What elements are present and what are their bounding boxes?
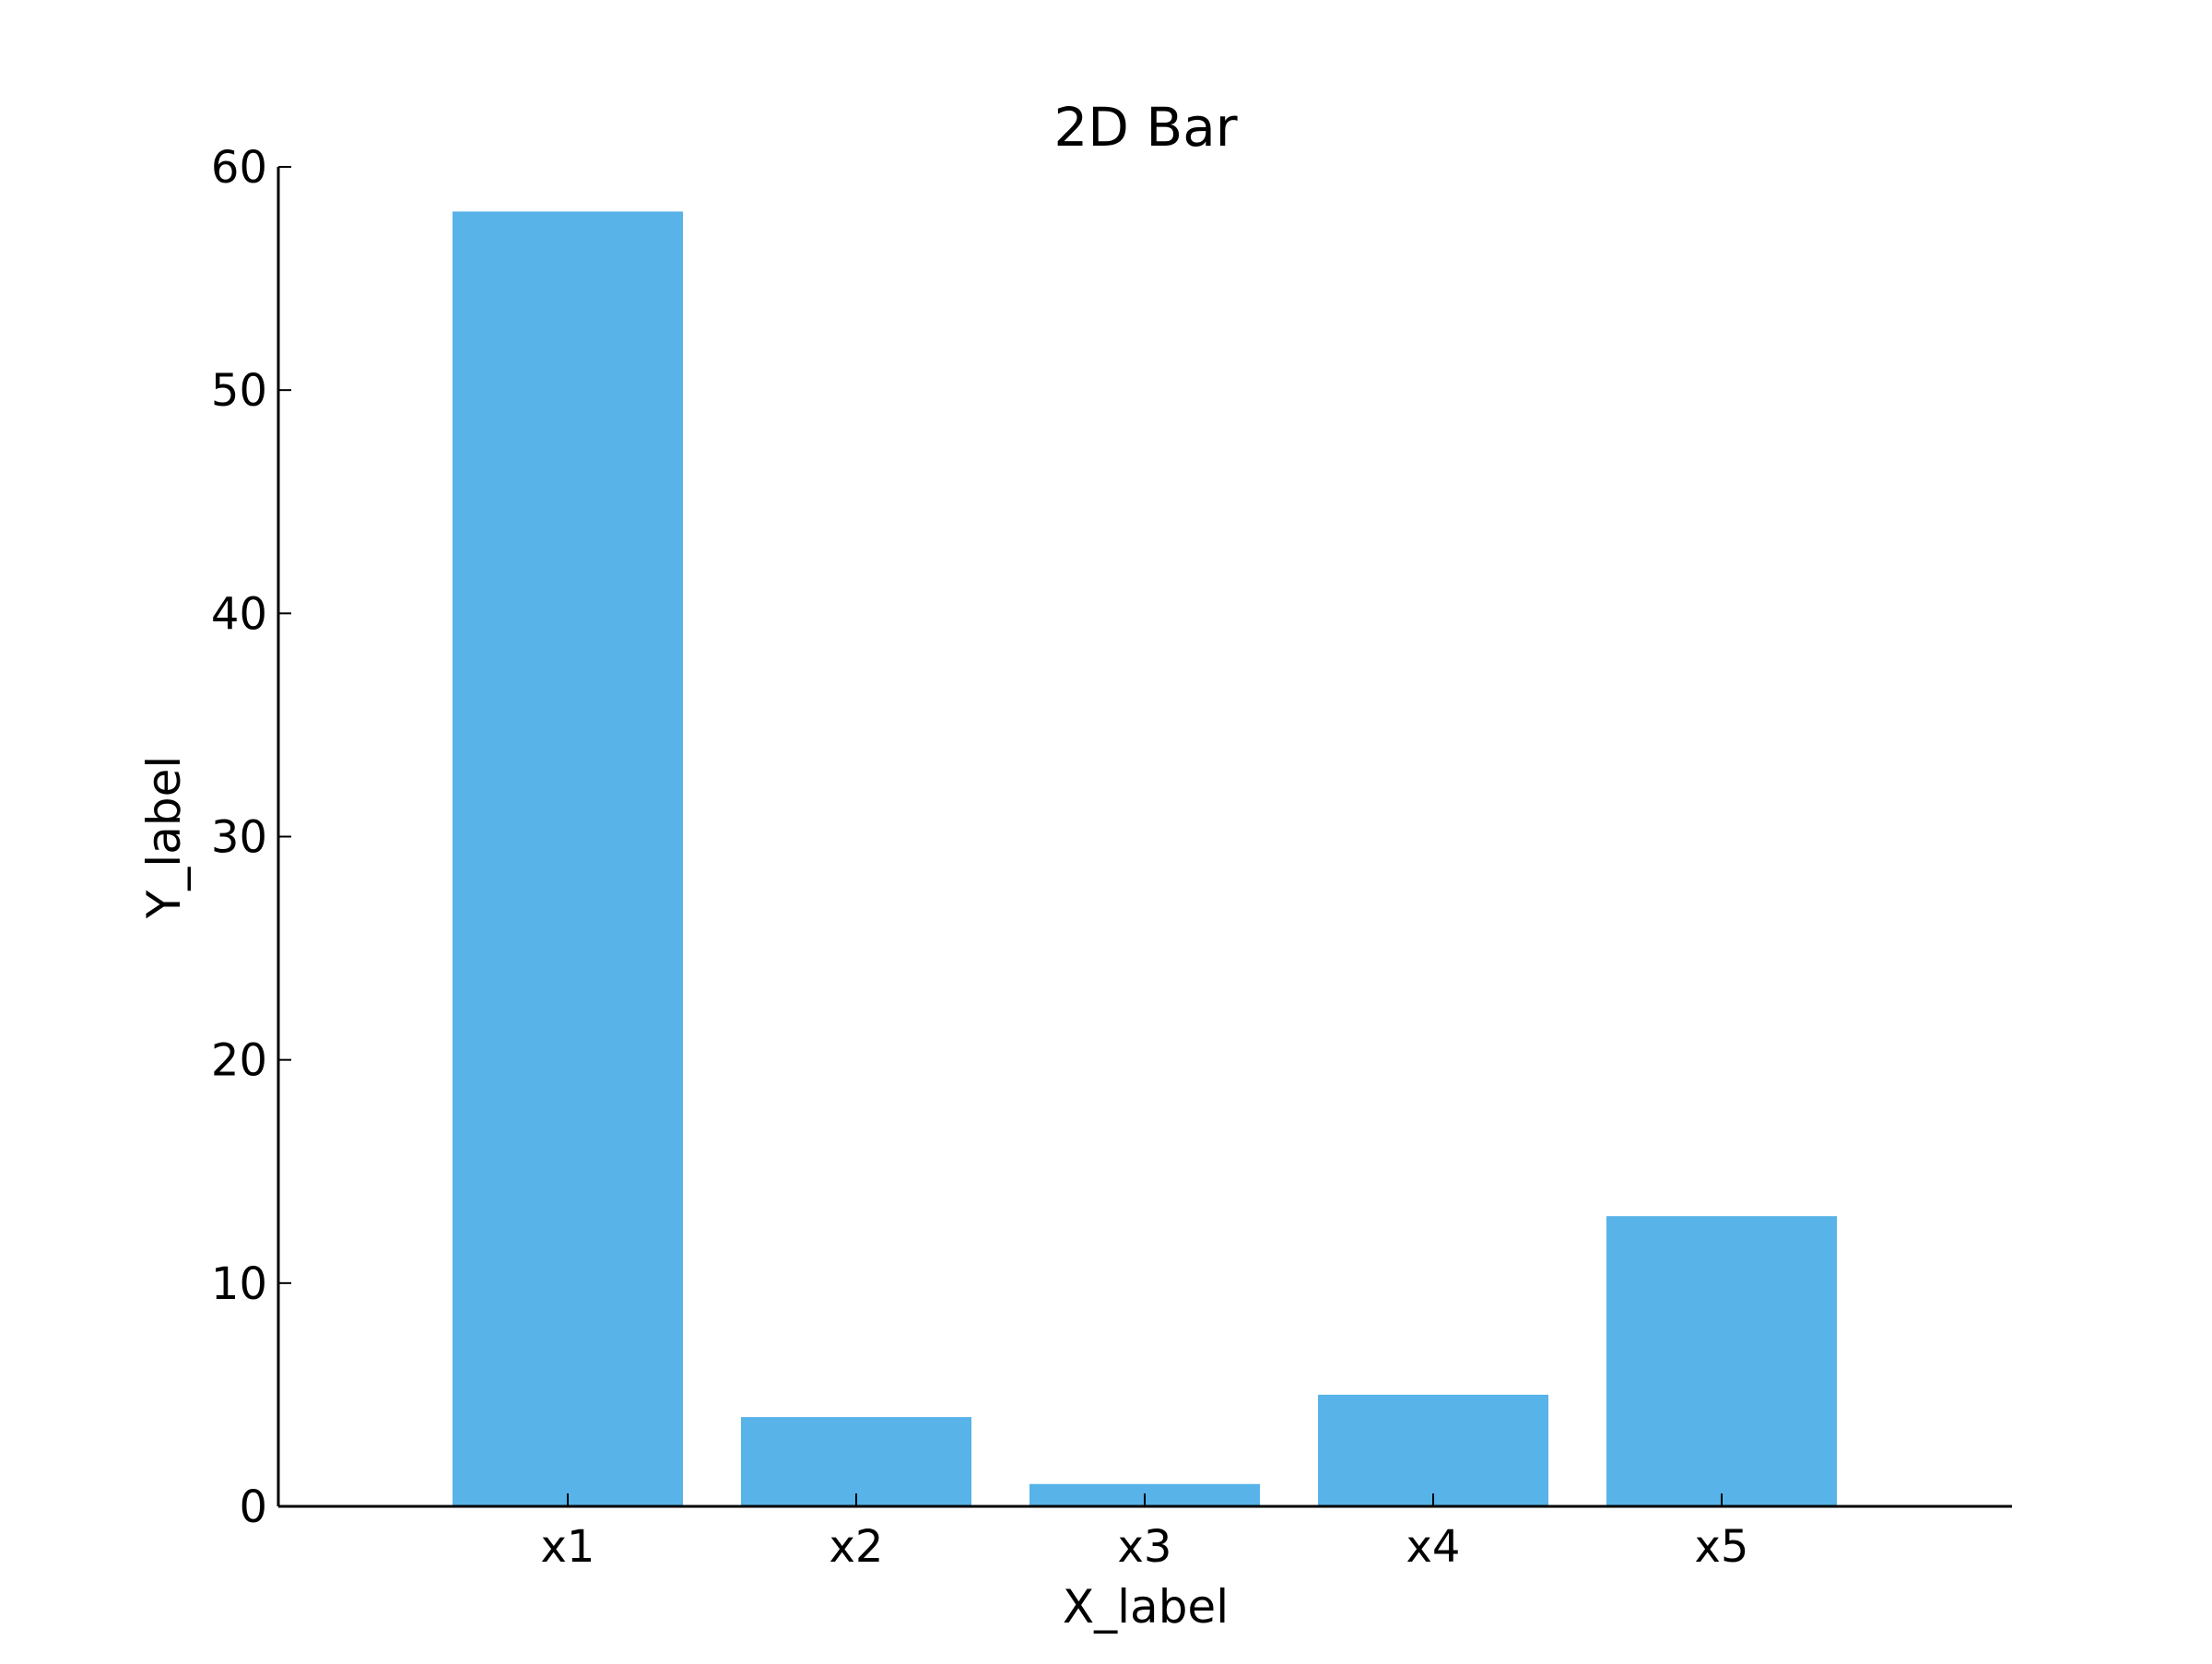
x-tick-label-x3: x3 — [1118, 1521, 1172, 1573]
x-tick-label-x1: x1 — [541, 1521, 595, 1573]
x-axis-ticks: x1 x2 x3 x4 x5 — [541, 1493, 1749, 1573]
bar-x5 — [1606, 1216, 1837, 1506]
y-axis-ticks: 0 10 20 30 40 50 60 — [211, 142, 291, 1533]
x-tick-label-x4: x4 — [1406, 1521, 1461, 1573]
bar-x1 — [453, 211, 683, 1506]
y-tick-label-30: 30 — [211, 812, 267, 864]
y-tick-label-0: 0 — [239, 1481, 267, 1533]
y-tick-label-40: 40 — [211, 588, 267, 640]
x-tick-label-x2: x2 — [830, 1521, 884, 1573]
y-tick-label-10: 10 — [211, 1258, 267, 1310]
y-axis-label: Y_label — [137, 756, 191, 919]
y-tick-label-20: 20 — [211, 1035, 267, 1087]
bars-group — [453, 211, 1837, 1506]
x-tick-label-x5: x5 — [1695, 1521, 1749, 1573]
bar-x2 — [741, 1417, 971, 1506]
y-tick-label-60: 60 — [211, 142, 267, 194]
y-tick-label-50: 50 — [211, 365, 267, 417]
x-axis-label: X_label — [1063, 1580, 1229, 1634]
chart-title: 2D Bar — [1053, 96, 1237, 159]
bar-x4 — [1318, 1394, 1548, 1506]
